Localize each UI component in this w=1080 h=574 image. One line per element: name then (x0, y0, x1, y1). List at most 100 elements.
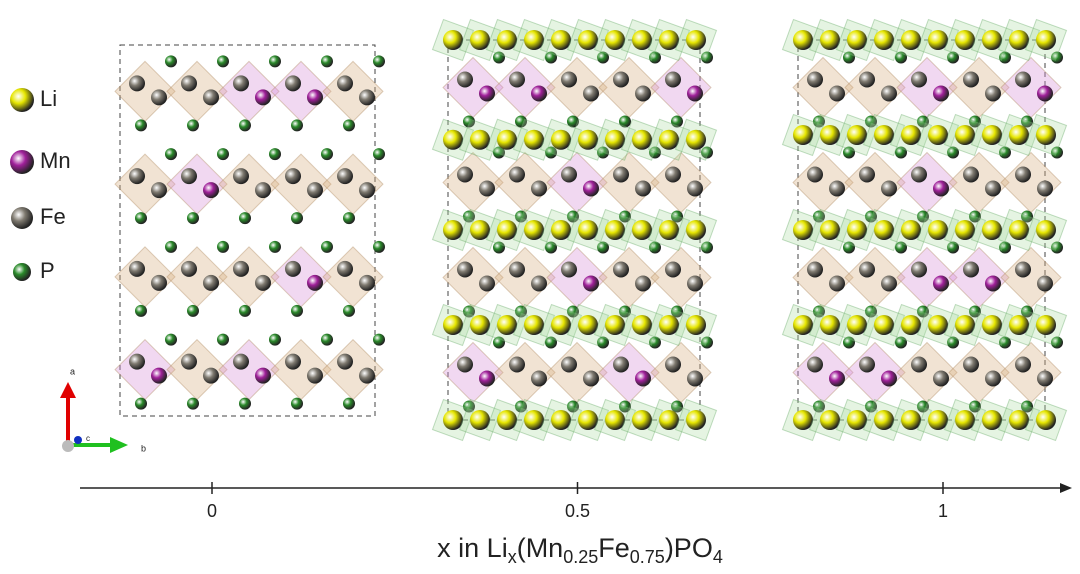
atom (649, 146, 661, 159)
atom (165, 240, 177, 253)
atom (820, 125, 840, 145)
octahedron (546, 341, 608, 404)
atom (165, 55, 177, 68)
atom (187, 119, 199, 132)
atom (969, 305, 981, 318)
atom (1036, 410, 1056, 430)
atom (255, 367, 271, 384)
atom (515, 210, 527, 223)
atom (285, 75, 301, 92)
atom (457, 166, 473, 183)
octahedron (270, 60, 332, 123)
atom (1009, 30, 1029, 50)
octahedron (650, 151, 712, 214)
octahedron (218, 60, 280, 123)
title-part: x (508, 547, 517, 567)
octahedron (844, 151, 906, 214)
axis-arrow (1060, 483, 1072, 493)
atom (671, 305, 683, 318)
atom (129, 353, 145, 370)
atom (307, 89, 323, 106)
atom (911, 71, 927, 88)
atom (203, 274, 219, 291)
atom (613, 71, 629, 88)
atom (343, 212, 355, 225)
octahedron (218, 338, 280, 401)
atom (203, 89, 219, 106)
atom (865, 115, 877, 128)
atom (947, 51, 959, 64)
atom (291, 397, 303, 410)
atom (686, 129, 706, 150)
atom (1009, 410, 1029, 430)
atom (337, 260, 353, 277)
atom (847, 30, 867, 50)
atom (911, 356, 927, 373)
atom (895, 51, 907, 64)
atom (933, 275, 949, 292)
atom (337, 168, 353, 185)
atom (233, 75, 249, 92)
octahedron (650, 246, 712, 309)
c-label: c (86, 434, 90, 443)
octahedron (1000, 246, 1062, 309)
atom (843, 51, 855, 64)
legend-label: Li (40, 86, 57, 111)
octahedron (442, 246, 504, 309)
atom (583, 370, 599, 387)
atom (187, 397, 199, 410)
tick-label: 1 (938, 501, 948, 521)
atom (687, 370, 703, 387)
atom (359, 182, 375, 199)
atom (659, 129, 679, 150)
atom (321, 333, 333, 346)
atom (985, 85, 1001, 102)
atom (567, 210, 579, 223)
atom (901, 315, 921, 335)
atom (151, 367, 167, 384)
legend-swatch (13, 263, 31, 281)
atom (686, 410, 706, 430)
atom (583, 85, 599, 102)
atom (151, 89, 167, 106)
atom (551, 220, 571, 240)
atom (701, 146, 713, 159)
atom (619, 115, 631, 128)
atom (649, 241, 661, 254)
atom (515, 400, 527, 413)
atom (373, 333, 385, 346)
atom (665, 356, 681, 373)
octahedron (322, 338, 384, 401)
atom (129, 75, 145, 92)
atom (551, 315, 571, 335)
octahedron (598, 151, 660, 214)
atom (545, 241, 557, 254)
atom (187, 304, 199, 317)
atom (307, 274, 323, 291)
atom (470, 30, 490, 50)
atom (187, 212, 199, 225)
atom (470, 220, 490, 240)
atom (255, 274, 271, 291)
atom (597, 146, 609, 159)
atom (969, 400, 981, 413)
atom (578, 410, 598, 430)
atom (928, 410, 948, 430)
octahedron (896, 341, 958, 404)
atom (551, 30, 571, 50)
atom (895, 336, 907, 349)
atom (1015, 166, 1031, 183)
atom (343, 119, 355, 132)
atom (859, 166, 875, 183)
octahedron (166, 60, 228, 123)
atom (917, 115, 929, 128)
octahedron (844, 246, 906, 309)
atom (291, 119, 303, 132)
octahedron (494, 341, 556, 404)
atom (847, 410, 867, 430)
atom (307, 367, 323, 384)
atom (613, 166, 629, 183)
atom (129, 168, 145, 185)
atom (561, 166, 577, 183)
atom (561, 261, 577, 278)
